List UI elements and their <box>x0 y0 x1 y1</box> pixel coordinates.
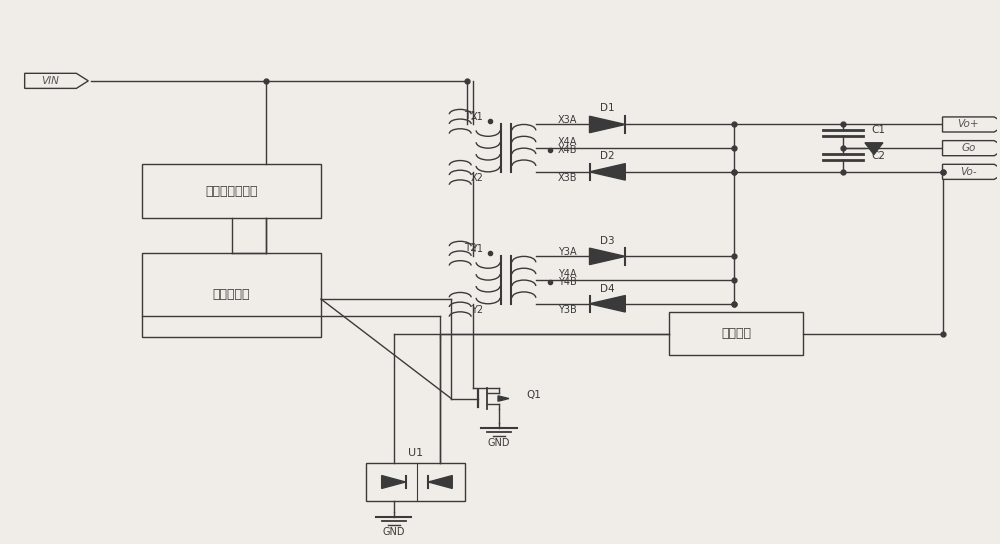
Text: VIN: VIN <box>42 76 59 86</box>
Text: Y4A: Y4A <box>558 269 576 279</box>
Polygon shape <box>382 475 406 489</box>
Text: GND: GND <box>382 527 405 537</box>
Text: T2: T2 <box>464 243 477 253</box>
Text: D2: D2 <box>600 151 615 160</box>
Text: C2: C2 <box>871 151 885 160</box>
Text: X3B: X3B <box>558 174 577 183</box>
Text: X4B: X4B <box>558 145 577 155</box>
Text: Q1: Q1 <box>527 390 542 400</box>
Text: C1: C1 <box>871 125 885 135</box>
Polygon shape <box>25 73 88 88</box>
Text: Vo-: Vo- <box>960 167 977 177</box>
Bar <box>142 253 321 337</box>
Bar <box>669 312 803 355</box>
Polygon shape <box>590 116 625 133</box>
Polygon shape <box>865 143 883 154</box>
Polygon shape <box>590 295 625 312</box>
Text: D3: D3 <box>600 236 615 246</box>
Polygon shape <box>428 475 452 489</box>
Bar <box>142 164 321 218</box>
Polygon shape <box>590 164 625 180</box>
Text: 脉宽调制器: 脉宽调制器 <box>213 288 250 301</box>
Polygon shape <box>498 396 509 401</box>
Text: X1: X1 <box>470 112 483 122</box>
Text: D4: D4 <box>600 283 615 294</box>
Text: Y3B: Y3B <box>558 305 576 315</box>
Text: GND: GND <box>488 438 510 448</box>
Text: X3A: X3A <box>558 115 577 125</box>
Text: Y2: Y2 <box>471 305 483 315</box>
Text: Y3A: Y3A <box>558 247 576 257</box>
Text: Go: Go <box>961 143 976 153</box>
Text: U1: U1 <box>408 448 423 459</box>
Polygon shape <box>943 140 1000 156</box>
Text: D1: D1 <box>600 103 615 113</box>
Text: Vo+: Vo+ <box>958 120 979 129</box>
Text: T1: T1 <box>464 111 477 121</box>
Text: 反馈环路: 反馈环路 <box>721 327 751 341</box>
Text: Y1: Y1 <box>471 244 483 254</box>
Text: Y4B: Y4B <box>558 277 576 287</box>
Text: X2: X2 <box>470 174 483 183</box>
Polygon shape <box>943 164 1000 180</box>
Text: X4A: X4A <box>558 137 577 147</box>
Bar <box>366 463 465 501</box>
Polygon shape <box>943 117 1000 132</box>
Polygon shape <box>590 248 625 264</box>
Text: 供电与保护电路: 供电与保护电路 <box>205 185 258 197</box>
